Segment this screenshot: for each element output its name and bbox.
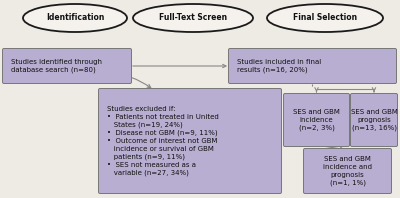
Text: Full-Text Screen: Full-Text Screen — [159, 13, 227, 23]
Text: Identification: Identification — [46, 13, 104, 23]
FancyBboxPatch shape — [2, 49, 132, 84]
Ellipse shape — [23, 4, 127, 32]
Text: Studies excluded if:
•  Patients not treated in United
   States (n=19, 24%)
•  : Studies excluded if: • Patients not trea… — [107, 106, 219, 176]
Ellipse shape — [267, 4, 383, 32]
FancyBboxPatch shape — [228, 49, 396, 84]
Text: Studies identified through
database search (n=80): Studies identified through database sear… — [11, 59, 102, 73]
Text: SES and GBM
incidence and
prognosis
(n=1, 1%): SES and GBM incidence and prognosis (n=1… — [323, 156, 372, 186]
Text: SES and GBM
prognosis
(n=13, 16%): SES and GBM prognosis (n=13, 16%) — [350, 109, 398, 131]
Text: Final Selection: Final Selection — [293, 13, 357, 23]
Ellipse shape — [133, 4, 253, 32]
FancyBboxPatch shape — [284, 93, 350, 147]
FancyBboxPatch shape — [304, 148, 392, 193]
FancyBboxPatch shape — [98, 89, 282, 193]
Text: SES and GBM
incidence
(n=2, 3%): SES and GBM incidence (n=2, 3%) — [293, 109, 340, 131]
FancyBboxPatch shape — [350, 93, 398, 147]
Text: Studies included in final
results (n=16, 20%): Studies included in final results (n=16,… — [237, 59, 321, 73]
